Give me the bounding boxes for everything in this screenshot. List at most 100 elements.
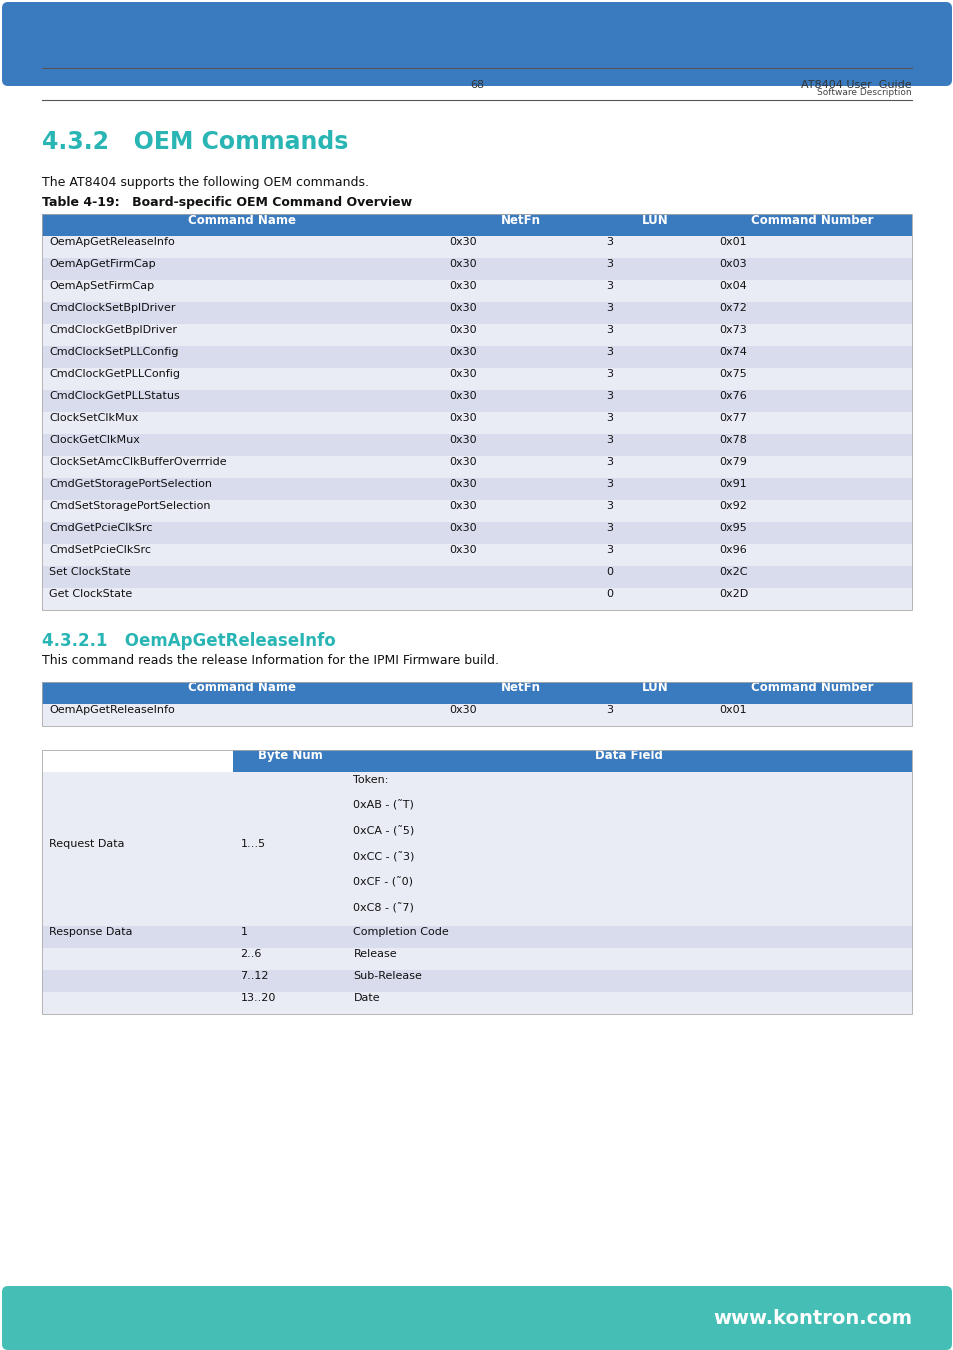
Text: CmdClockGetPLLConfig: CmdClockGetPLLConfig <box>49 369 180 379</box>
Bar <box>442 433 598 456</box>
Bar <box>42 258 442 279</box>
Bar <box>711 369 911 390</box>
Text: Response Data: Response Data <box>49 927 132 937</box>
Bar <box>42 215 442 236</box>
Bar <box>711 324 911 346</box>
Text: Data Field: Data Field <box>595 749 662 763</box>
Text: CmdGetStoragePortSelection: CmdGetStoragePortSelection <box>49 479 212 489</box>
Bar <box>711 682 911 703</box>
Bar <box>598 433 711 456</box>
Bar <box>598 258 711 279</box>
Text: 0x30: 0x30 <box>449 458 476 467</box>
Bar <box>711 544 911 566</box>
Text: 0x74: 0x74 <box>719 347 746 356</box>
Text: 0x30: 0x30 <box>449 302 476 313</box>
Text: 0x30: 0x30 <box>449 347 476 356</box>
Bar <box>442 566 598 589</box>
Text: 1…5: 1…5 <box>240 838 265 849</box>
Text: 0x30: 0x30 <box>449 705 476 716</box>
Text: 3: 3 <box>605 325 612 335</box>
Bar <box>42 971 233 992</box>
Text: 7..12: 7..12 <box>240 971 269 981</box>
Text: 0x75: 0x75 <box>719 369 746 379</box>
Text: CmdClockSetPLLConfig: CmdClockSetPLLConfig <box>49 347 178 356</box>
Bar <box>42 751 233 772</box>
Bar <box>711 302 911 324</box>
Bar <box>42 478 442 500</box>
Text: 68: 68 <box>470 80 483 90</box>
Bar <box>42 948 233 971</box>
Text: ClockSetAmcClkBufferOverrride: ClockSetAmcClkBufferOverrride <box>49 458 227 467</box>
Bar <box>711 412 911 433</box>
Text: 3: 3 <box>605 369 612 379</box>
Text: 1: 1 <box>240 927 247 937</box>
Bar <box>711 500 911 522</box>
Text: 3: 3 <box>605 413 612 423</box>
Text: 13..20: 13..20 <box>240 994 275 1003</box>
Text: 0x30: 0x30 <box>449 479 476 489</box>
Bar <box>598 369 711 390</box>
Text: Release: Release <box>354 949 396 958</box>
Bar <box>711 522 911 544</box>
Text: 0x30: 0x30 <box>449 281 476 292</box>
Text: NetFn: NetFn <box>500 682 540 694</box>
Bar <box>598 390 711 412</box>
Text: 2..6: 2..6 <box>240 949 261 958</box>
Bar <box>598 412 711 433</box>
Text: 0x30: 0x30 <box>449 325 476 335</box>
Text: 0x30: 0x30 <box>449 522 476 533</box>
Bar <box>711 390 911 412</box>
Text: 3: 3 <box>605 392 612 401</box>
Bar <box>42 703 442 726</box>
Bar <box>42 544 442 566</box>
Text: 3: 3 <box>605 705 612 716</box>
Bar <box>42 324 442 346</box>
Bar <box>711 258 911 279</box>
Text: 0x95: 0x95 <box>719 522 746 533</box>
Text: OemApSetFirmCap: OemApSetFirmCap <box>49 281 154 292</box>
Bar <box>233 926 346 948</box>
Text: 0x77: 0x77 <box>719 413 746 423</box>
Bar <box>442 346 598 369</box>
Bar <box>711 279 911 302</box>
Text: 0x91: 0x91 <box>719 479 746 489</box>
FancyBboxPatch shape <box>2 1287 951 1350</box>
Text: Date: Date <box>354 994 379 1003</box>
Bar <box>42 589 442 610</box>
Text: 0x78: 0x78 <box>719 435 746 446</box>
Text: NetFn: NetFn <box>500 213 540 227</box>
Bar <box>442 215 598 236</box>
Bar <box>598 215 711 236</box>
Bar <box>711 478 911 500</box>
Bar <box>346 751 911 772</box>
Bar <box>442 522 598 544</box>
Bar <box>711 589 911 610</box>
Bar <box>442 500 598 522</box>
Text: Request Data: Request Data <box>49 838 125 849</box>
Text: OemApGetFirmCap: OemApGetFirmCap <box>49 259 155 269</box>
Bar <box>598 346 711 369</box>
Text: 0: 0 <box>605 589 612 599</box>
Bar <box>711 566 911 589</box>
Text: 4.3.2   OEM Commands: 4.3.2 OEM Commands <box>42 130 348 154</box>
Text: 3: 3 <box>605 347 612 356</box>
Text: Command Name: Command Name <box>188 213 295 227</box>
Text: Byte Num: Byte Num <box>257 749 322 763</box>
Bar <box>42 566 442 589</box>
Text: 0x30: 0x30 <box>449 392 476 401</box>
Bar <box>442 324 598 346</box>
Text: 0x2C: 0x2C <box>719 567 746 576</box>
Text: Software Description: Software Description <box>817 88 911 97</box>
Bar <box>346 971 911 992</box>
Text: www.kontron.com: www.kontron.com <box>712 1308 911 1327</box>
Text: 0x2D: 0x2D <box>719 589 747 599</box>
Bar <box>42 279 442 302</box>
Text: 0x79: 0x79 <box>719 458 746 467</box>
Bar <box>711 456 911 478</box>
Text: 0x73: 0x73 <box>719 325 746 335</box>
Text: CmdClockGetPLLStatus: CmdClockGetPLLStatus <box>49 392 179 401</box>
Bar <box>442 302 598 324</box>
Text: CmdClockSetBplDriver: CmdClockSetBplDriver <box>49 302 175 313</box>
Text: 3: 3 <box>605 479 612 489</box>
Bar <box>42 772 233 926</box>
